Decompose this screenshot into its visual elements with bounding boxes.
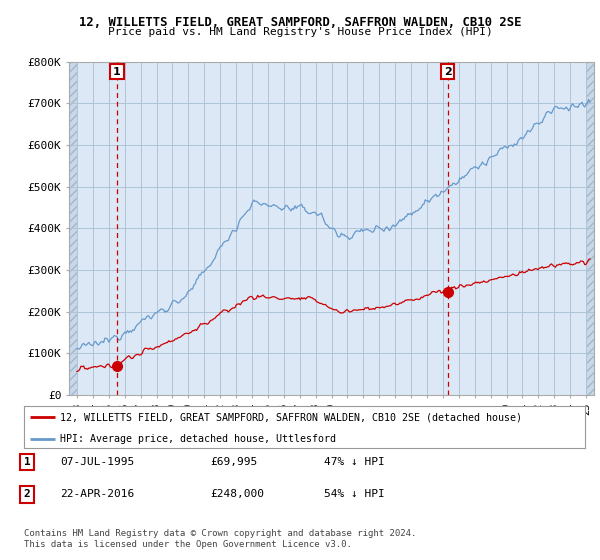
Text: 2: 2 — [444, 67, 452, 77]
Text: 07-JUL-1995: 07-JUL-1995 — [60, 457, 134, 467]
Text: 47% ↓ HPI: 47% ↓ HPI — [324, 457, 385, 467]
Text: 54% ↓ HPI: 54% ↓ HPI — [324, 489, 385, 500]
Text: Price paid vs. HM Land Registry's House Price Index (HPI): Price paid vs. HM Land Registry's House … — [107, 27, 493, 37]
Text: 12, WILLETTS FIELD, GREAT SAMPFORD, SAFFRON WALDEN, CB10 2SE (detached house): 12, WILLETTS FIELD, GREAT SAMPFORD, SAFF… — [61, 412, 523, 422]
Bar — [69, 62, 77, 395]
Bar — [586, 62, 594, 395]
Text: HPI: Average price, detached house, Uttlesford: HPI: Average price, detached house, Uttl… — [61, 434, 337, 444]
Text: £248,000: £248,000 — [210, 489, 264, 500]
Text: 1: 1 — [23, 457, 31, 467]
Text: £69,995: £69,995 — [210, 457, 257, 467]
Text: 2: 2 — [23, 489, 31, 500]
Text: 12, WILLETTS FIELD, GREAT SAMPFORD, SAFFRON WALDEN, CB10 2SE: 12, WILLETTS FIELD, GREAT SAMPFORD, SAFF… — [79, 16, 521, 29]
Text: 1: 1 — [113, 67, 121, 77]
Text: 22-APR-2016: 22-APR-2016 — [60, 489, 134, 500]
Text: Contains HM Land Registry data © Crown copyright and database right 2024.
This d: Contains HM Land Registry data © Crown c… — [24, 529, 416, 549]
